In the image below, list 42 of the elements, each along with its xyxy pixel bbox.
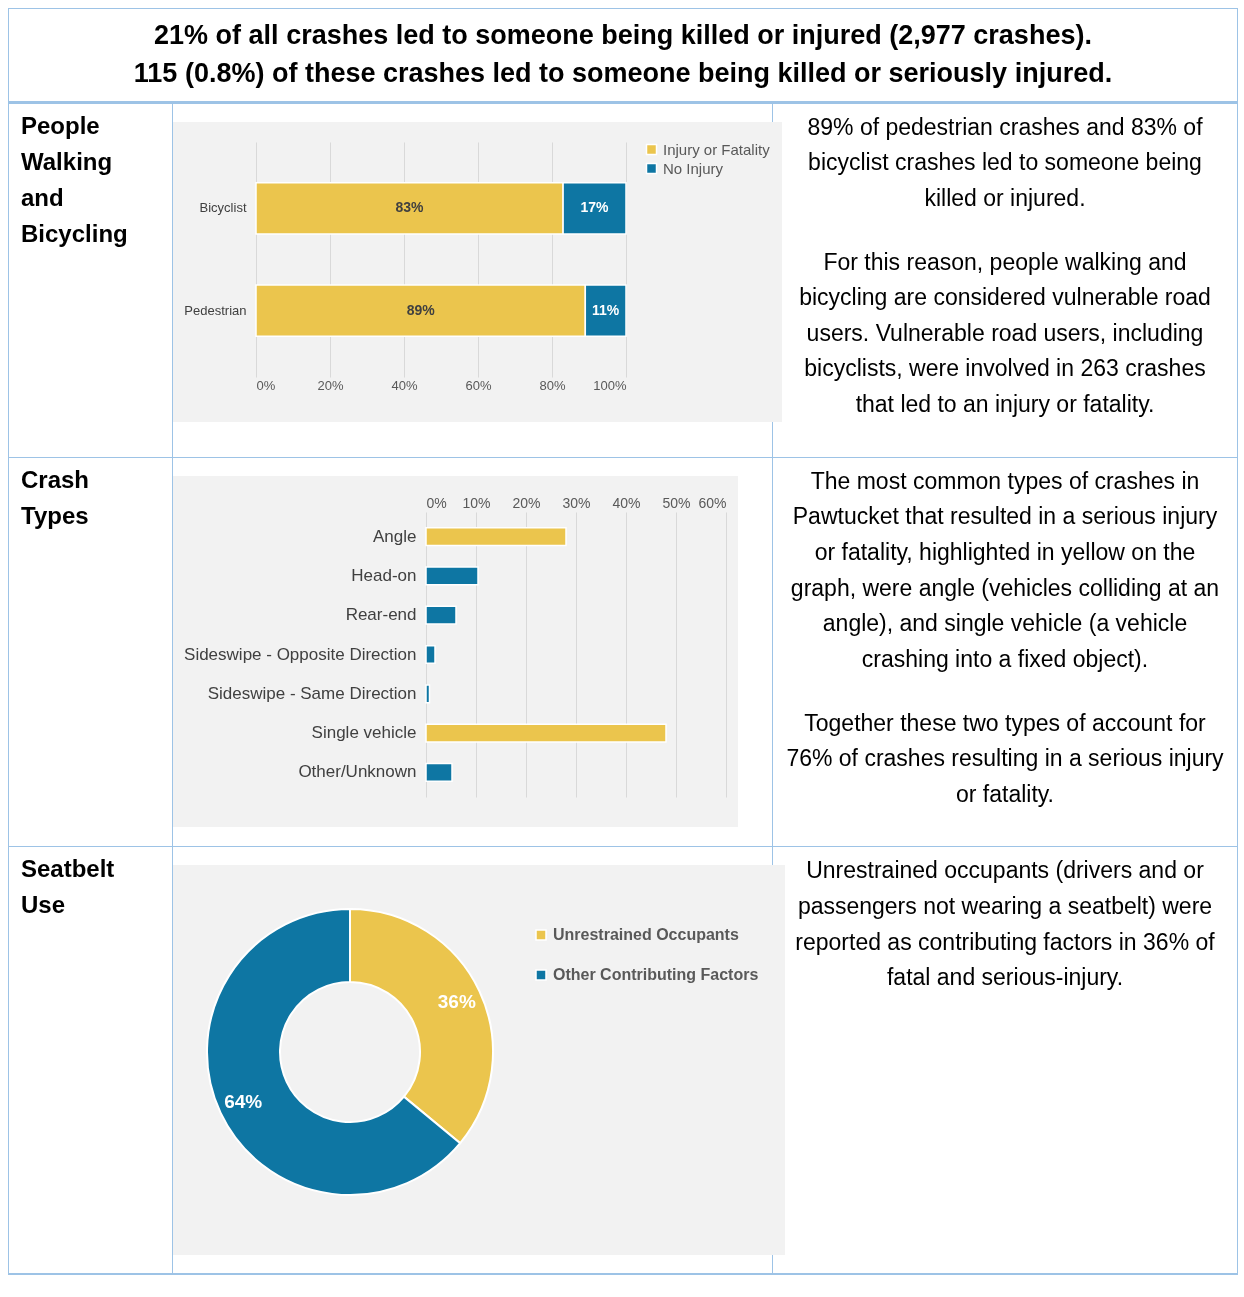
y-tick-label: Sideswipe - Opposite Direction	[184, 644, 417, 664]
x-tick-label: 40%	[391, 377, 418, 393]
x-tick-label: 20%	[317, 377, 344, 393]
data-label: 83%	[395, 199, 425, 216]
y-tick-label: Bicyclist	[199, 200, 247, 216]
x-tick-label: 50%	[662, 494, 691, 511]
legend-label: Injury or Fatality	[663, 140, 771, 158]
text: Together these two types of account for 76% of crashes resulting in a serious injury or fatality.	[785, 708, 1225, 809]
y-tick-label: Single vehicle	[311, 722, 417, 742]
x-tick-label: 40%	[612, 494, 641, 511]
text: The most common types of crashes in Pawtucket that resulted in a serious injury or fatality, highlighted in yellow on the graph, were angle (vehicles colliding at an angle), and single vehicle (a vehicle crashing into a fixed object).	[789, 466, 1221, 674]
legend-label: No Injury	[663, 159, 724, 177]
text: Unrestrained occupants (drivers and or passengers not wearing a seatbelt) were reported as contributing factors in 36% of fatal and serious-injury.	[794, 856, 1216, 993]
text: For this reason, people walking and bicycling are considered vulnerable road users. Vulnerable road users, including bicyclists, were involved in 263 crashes that led to an injury or fatality.	[798, 247, 1212, 420]
x-tick-label: 10%	[462, 494, 491, 511]
x-tick-label: 100%	[593, 377, 627, 393]
y-tick-label: Pedestrian	[184, 302, 247, 318]
text: Crash Types	[9, 457, 173, 847]
text: 89% of pedestrian crashes and 83% of bicyclist crashes led to someone being killed or injured.	[806, 112, 1204, 213]
x-tick-label: 30%	[562, 494, 591, 511]
x-tick-label: 20%	[512, 494, 541, 511]
text: 21% of all crashes led to someone being killed or injured (2,977 crashes).	[153, 19, 1093, 52]
chart-title: Seatbelt Use	[9, 847, 173, 1274]
x-tick-label: 0%	[256, 377, 276, 393]
y-tick-label: Rear-end	[345, 604, 417, 624]
data-label: 17%	[580, 199, 610, 216]
legend-label: Unrestrained Occupants	[553, 926, 739, 944]
y-tick-label: Sideswipe - Same Direction	[207, 683, 417, 703]
y-tick-label: Head-on	[351, 565, 417, 585]
x-tick-label: 60%	[465, 377, 492, 393]
data-label: 89%	[406, 301, 436, 318]
legend-label: Other Contributing Factors	[553, 966, 759, 984]
y-tick-label: Other/Unknown	[298, 762, 417, 782]
data-label: 36%	[437, 991, 476, 1013]
text: 115 (0.8%) of these crashes led to someone being killed or seriously injured.	[132, 56, 1114, 90]
x-tick-label: 80%	[539, 377, 566, 393]
x-tick-label: 60%	[698, 494, 727, 511]
data-label: 64%	[224, 1091, 263, 1113]
text: People Walking and Bicycling	[9, 103, 173, 457]
x-tick-label: 0%	[426, 494, 447, 511]
y-tick-label: Angle	[373, 526, 417, 546]
data-label: 11%	[592, 301, 620, 318]
